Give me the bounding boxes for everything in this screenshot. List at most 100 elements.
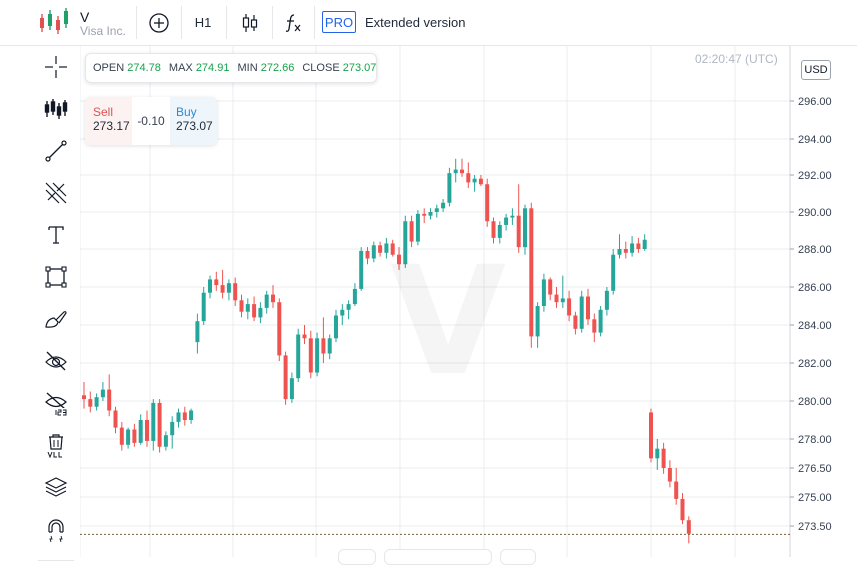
candle[interactable] <box>397 247 401 270</box>
extended-version-link[interactable]: Extended version <box>365 15 466 30</box>
candle[interactable] <box>604 287 609 316</box>
candle[interactable] <box>226 279 231 301</box>
candle[interactable] <box>334 309 338 343</box>
candle[interactable] <box>94 393 99 411</box>
candle[interactable] <box>516 184 521 253</box>
candle[interactable] <box>548 277 553 301</box>
add-symbol-button[interactable] <box>145 6 173 39</box>
candle[interactable] <box>201 287 206 325</box>
fibonacci-tool[interactable] <box>38 175 74 211</box>
candle[interactable] <box>296 328 301 382</box>
candle[interactable] <box>611 249 616 295</box>
buy-button[interactable]: Buy 273.07 <box>170 97 217 145</box>
layers-tool[interactable] <box>38 469 74 505</box>
candle[interactable] <box>151 399 156 451</box>
candle[interactable] <box>245 298 250 320</box>
bars-tool[interactable] <box>38 91 74 127</box>
candle[interactable] <box>523 204 527 255</box>
candle[interactable] <box>384 237 389 259</box>
candle[interactable] <box>491 217 496 244</box>
candle[interactable] <box>535 302 540 348</box>
candle[interactable] <box>586 288 590 325</box>
candle[interactable] <box>359 247 364 291</box>
candle[interactable] <box>283 351 288 405</box>
crosshair-tool[interactable] <box>38 49 74 85</box>
candle[interactable] <box>258 302 263 324</box>
candle[interactable] <box>308 330 313 379</box>
candle[interactable] <box>352 283 357 306</box>
candle[interactable] <box>378 241 383 257</box>
candle[interactable] <box>138 414 143 445</box>
candle[interactable] <box>441 199 446 212</box>
rectangle-tool[interactable] <box>38 259 74 295</box>
text-tool[interactable] <box>38 217 74 253</box>
candle[interactable] <box>277 298 282 362</box>
candle[interactable] <box>680 493 685 525</box>
candle[interactable] <box>100 382 105 401</box>
candle[interactable] <box>598 306 603 337</box>
candle[interactable] <box>315 332 320 377</box>
candle[interactable] <box>541 273 546 312</box>
candle[interactable] <box>642 234 647 251</box>
candle[interactable] <box>214 271 219 291</box>
candle[interactable] <box>126 427 131 449</box>
candle[interactable] <box>497 221 502 244</box>
magnet-tool[interactable] <box>38 511 74 547</box>
candle[interactable] <box>567 290 572 322</box>
symbol-ticker[interactable]: V <box>80 9 90 25</box>
candle[interactable] <box>592 313 597 343</box>
candle[interactable] <box>466 162 471 188</box>
candle[interactable] <box>327 334 332 360</box>
trend-line-tool[interactable] <box>38 133 74 169</box>
candle[interactable] <box>630 236 635 257</box>
candle[interactable] <box>573 311 578 335</box>
candle[interactable] <box>667 460 672 488</box>
candle[interactable] <box>579 290 584 333</box>
delete-all-tool[interactable] <box>38 427 74 463</box>
candle[interactable] <box>409 215 414 248</box>
candle[interactable] <box>182 406 187 426</box>
candle[interactable] <box>163 431 168 451</box>
candle[interactable] <box>82 382 86 409</box>
candle[interactable] <box>649 408 653 463</box>
candle[interactable] <box>617 234 622 259</box>
candle[interactable] <box>403 215 408 268</box>
candle[interactable] <box>195 313 200 354</box>
candle[interactable] <box>365 247 370 265</box>
candle[interactable] <box>554 287 559 308</box>
candle[interactable] <box>655 439 660 470</box>
candle[interactable] <box>107 374 112 417</box>
candle[interactable] <box>560 275 565 308</box>
candle[interactable] <box>289 372 294 403</box>
candle[interactable] <box>239 294 244 318</box>
candle[interactable] <box>529 202 534 348</box>
candle[interactable] <box>510 208 515 225</box>
candle[interactable] <box>674 468 679 505</box>
candle[interactable] <box>453 158 458 183</box>
candle[interactable] <box>208 275 212 299</box>
candle[interactable] <box>113 406 118 434</box>
candle[interactable] <box>340 304 345 325</box>
bottom-control[interactable] <box>338 549 376 565</box>
hide-drawings-tool[interactable] <box>38 343 74 379</box>
timeframe-button[interactable]: H1 <box>194 15 212 30</box>
candle[interactable] <box>176 408 181 428</box>
currency-selector[interactable]: USD <box>801 60 831 80</box>
hide-labels-tool[interactable] <box>38 385 74 421</box>
brush-tool[interactable] <box>38 301 74 337</box>
candle[interactable] <box>119 421 124 451</box>
indicators-button[interactable] <box>279 6 307 39</box>
candle[interactable] <box>346 300 351 320</box>
candle[interactable] <box>371 241 376 263</box>
candle[interactable] <box>447 167 452 207</box>
candle[interactable] <box>220 269 225 299</box>
candle[interactable] <box>485 178 490 227</box>
sell-button[interactable]: Sell 273.17 <box>85 97 132 145</box>
candle[interactable] <box>415 210 420 246</box>
candle[interactable] <box>145 410 149 447</box>
candle[interactable] <box>88 391 93 413</box>
candle[interactable] <box>271 285 275 308</box>
candle[interactable] <box>686 516 691 544</box>
candle[interactable] <box>661 442 666 474</box>
